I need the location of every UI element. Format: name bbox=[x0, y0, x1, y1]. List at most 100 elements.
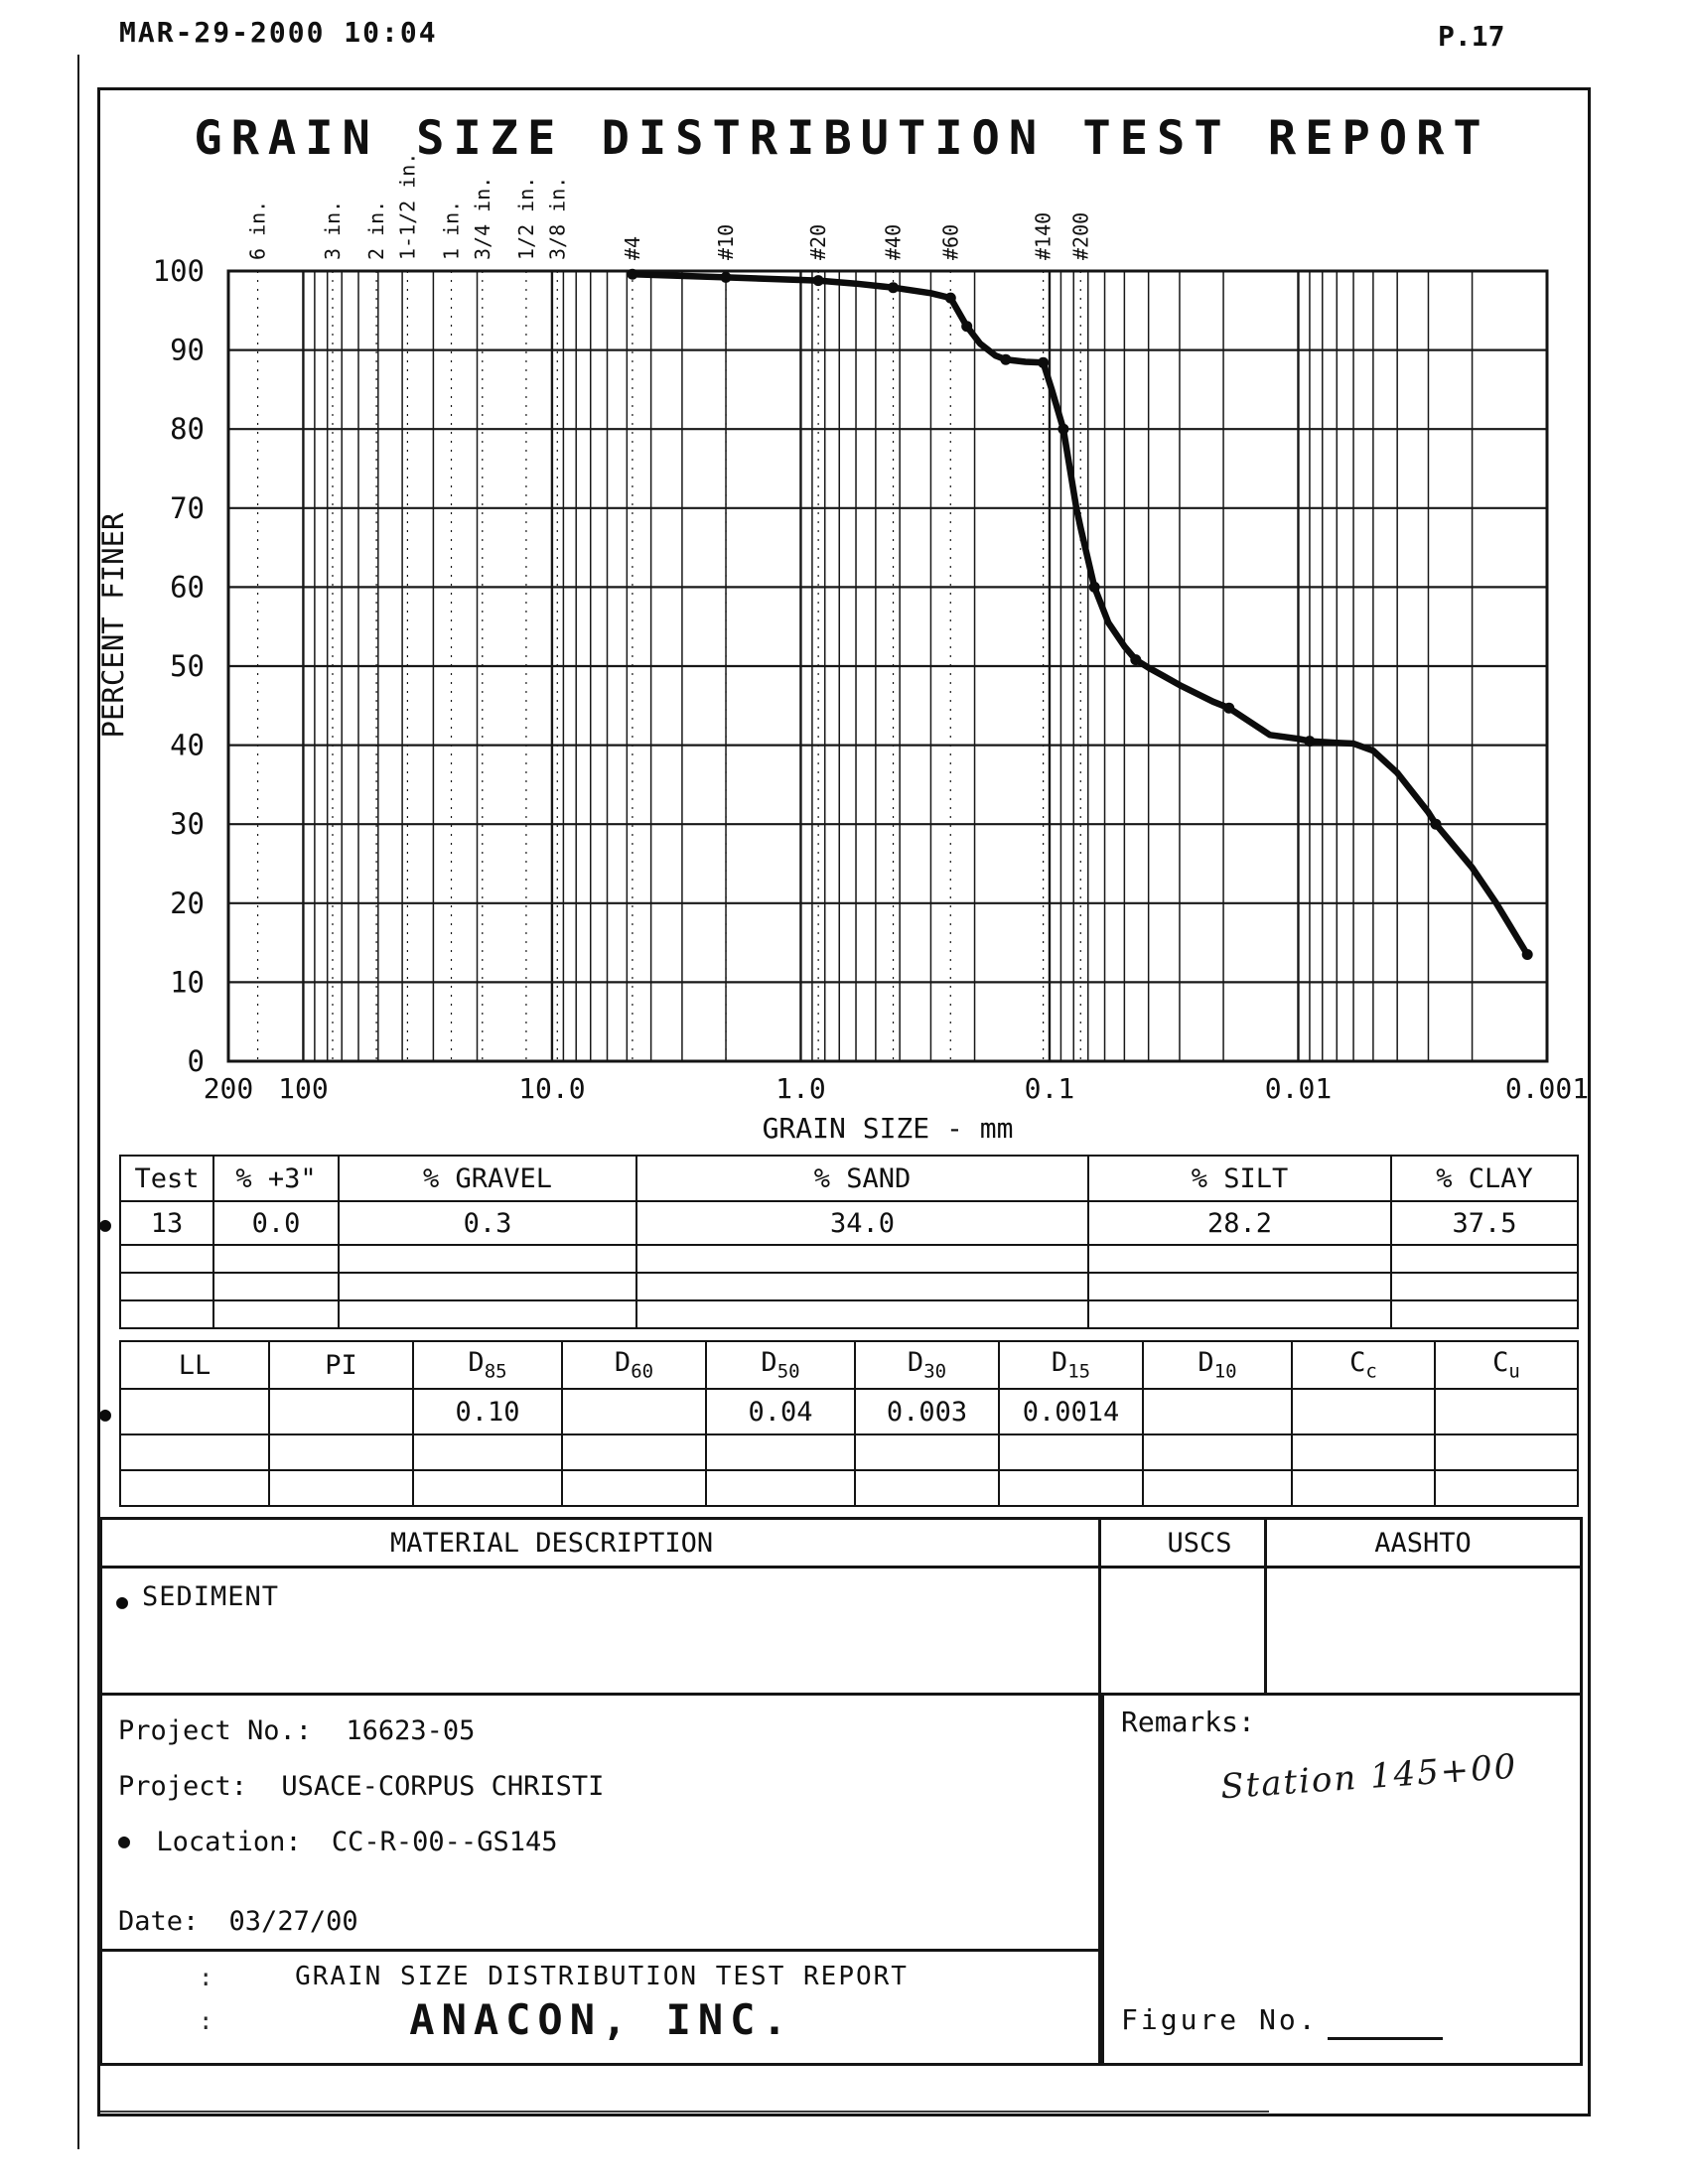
column-header: % CLAY bbox=[1390, 1155, 1579, 1202]
table-empty-row bbox=[119, 1299, 1579, 1329]
column-header: D60 bbox=[561, 1340, 707, 1390]
table-cell-empty bbox=[412, 1469, 563, 1507]
location-label: Location: bbox=[156, 1827, 302, 1857]
sieve-size-label: 1/2 in. bbox=[514, 177, 538, 260]
column-header: PI bbox=[268, 1340, 414, 1390]
scan-mark: : bbox=[199, 2007, 213, 2035]
table-cell-empty bbox=[119, 1299, 214, 1329]
y-axis-title: PERCENT FINER bbox=[96, 512, 130, 739]
y-tick-label: 0 bbox=[188, 1044, 205, 1078]
table-row: 0.10 0.04 0.003 0.0014 bbox=[119, 1388, 1579, 1435]
data-point-marker bbox=[888, 282, 899, 294]
table-header-row: Test% +3"% GRAVEL% SAND% SILT% CLAY bbox=[119, 1155, 1579, 1202]
table-cell-empty bbox=[854, 1469, 1000, 1507]
table-cell-empty bbox=[1087, 1299, 1392, 1329]
project-value: USACE-CORPUS CHRISTI bbox=[281, 1771, 605, 1802]
coefficients-table-grid: LL PI D85 D60 D50 D30 D15 D10 Cc Cu 0.10 0.04 0.003 0… bbox=[119, 1340, 1579, 1507]
table-cell-empty bbox=[998, 1433, 1144, 1471]
table-cell-empty bbox=[635, 1272, 1089, 1301]
date-label: Date: bbox=[118, 1906, 200, 1937]
material-description-value: SEDIMENT bbox=[142, 1581, 280, 1612]
sieve-size-label: #4 bbox=[621, 236, 644, 260]
table-cell-empty bbox=[338, 1244, 637, 1274]
plot-border bbox=[226, 269, 1549, 1063]
table-cell-empty bbox=[268, 1433, 414, 1471]
sieve-size-label: #140 bbox=[1032, 212, 1056, 260]
data-point-marker bbox=[720, 271, 732, 283]
data-point-marker bbox=[812, 275, 824, 287]
y-tick-label: 30 bbox=[170, 807, 205, 841]
table-cell bbox=[561, 1388, 707, 1435]
table-empty-row bbox=[119, 1272, 1579, 1301]
y-tick-label: 70 bbox=[170, 491, 205, 525]
table-cell bbox=[1142, 1388, 1293, 1435]
fax-page-number: P.17 bbox=[1438, 20, 1505, 53]
figure-no-blank-line bbox=[1328, 2037, 1443, 2040]
table-cell-empty bbox=[1087, 1272, 1392, 1301]
table-cell-empty bbox=[561, 1433, 707, 1471]
column-header: D50 bbox=[705, 1340, 856, 1390]
report-border bbox=[97, 87, 1591, 2116]
column-header: % GRAVEL bbox=[338, 1155, 637, 1202]
data-point-marker bbox=[1088, 581, 1100, 593]
column-header: Test bbox=[119, 1155, 214, 1202]
y-tick-label: 60 bbox=[170, 570, 205, 604]
material-row-bullet: ● bbox=[116, 1589, 129, 1613]
table-cell-empty bbox=[268, 1469, 414, 1507]
sieve-size-label: 3/4 in. bbox=[471, 177, 494, 260]
column-header: Cc bbox=[1291, 1340, 1436, 1390]
material-description-header: MATERIAL DESCRIPTION bbox=[390, 1528, 714, 1559]
location-value: CC-R-00--GS145 bbox=[331, 1827, 558, 1857]
table-cell: 28.2 bbox=[1087, 1200, 1392, 1246]
table-cell-empty bbox=[412, 1433, 563, 1471]
sieve-size-label: 1 in. bbox=[440, 201, 464, 260]
project-info-box: Project No.: 16623-05 Project: USACE-COR… bbox=[99, 1693, 1104, 2066]
data-point-marker bbox=[1430, 818, 1442, 830]
column-header: Cu bbox=[1434, 1340, 1579, 1390]
table-cell: 0.003 bbox=[854, 1388, 1000, 1435]
project-no-label: Project No.: bbox=[118, 1715, 313, 1746]
project-line: Project: USACE-CORPUS CHRISTI bbox=[118, 1771, 604, 1802]
table-cell: 0.0 bbox=[212, 1200, 340, 1246]
column-header: % +3" bbox=[212, 1155, 340, 1202]
project-no-line: Project No.: 16623-05 bbox=[118, 1715, 475, 1746]
data-point-marker bbox=[1038, 356, 1050, 368]
y-tick-label: 20 bbox=[170, 887, 205, 920]
table-cell: 37.5 bbox=[1390, 1200, 1579, 1246]
y-tick-label: 100 bbox=[153, 254, 205, 288]
sieve-size-label: #40 bbox=[882, 224, 906, 260]
table-cell-empty bbox=[1142, 1433, 1293, 1471]
table-cell-empty bbox=[1087, 1244, 1392, 1274]
project-no-value: 16623-05 bbox=[346, 1715, 476, 1746]
scan-edge-line bbox=[77, 55, 79, 2149]
aashto-header: AASHTO bbox=[1374, 1528, 1472, 1559]
table-cell-empty bbox=[212, 1299, 340, 1329]
table-empty-row bbox=[119, 1433, 1579, 1471]
sieve-size-label: #20 bbox=[806, 224, 830, 260]
x-tick-label: 0.001 bbox=[1505, 1072, 1589, 1105]
table-cell-empty bbox=[1291, 1469, 1436, 1507]
data-point-marker bbox=[961, 321, 973, 333]
sieve-size-label: #10 bbox=[714, 224, 738, 260]
material-divider-uscs bbox=[1098, 1520, 1101, 1693]
table-cell bbox=[1291, 1388, 1436, 1435]
column-header: % SAND bbox=[635, 1155, 1089, 1202]
company-name: ANACON, INC. bbox=[409, 1995, 794, 2044]
table-cell-empty bbox=[1142, 1469, 1293, 1507]
fractions-table-grid: Test% +3"% GRAVEL% SAND% SILT% CLAY 13 0.0… bbox=[119, 1155, 1579, 1329]
footer-divider bbox=[102, 1949, 1101, 1952]
x-tick-label: 0.01 bbox=[1265, 1072, 1332, 1105]
table-cell-empty bbox=[212, 1244, 340, 1274]
column-header: D85 bbox=[412, 1340, 563, 1390]
table-cell: 0.10 bbox=[412, 1388, 563, 1435]
x-tick-label: 1.0 bbox=[776, 1072, 826, 1105]
data-point-marker bbox=[1130, 654, 1142, 666]
table-cell-empty bbox=[1291, 1433, 1436, 1471]
project-label: Project: bbox=[118, 1771, 248, 1802]
uscs-header: USCS bbox=[1167, 1528, 1232, 1559]
scan-bottom-line bbox=[97, 2111, 1269, 2113]
location-line: ● Location: CC-R-00--GS145 bbox=[118, 1827, 557, 1857]
table-empty-row bbox=[119, 1469, 1579, 1507]
table-cell-empty bbox=[338, 1299, 637, 1329]
